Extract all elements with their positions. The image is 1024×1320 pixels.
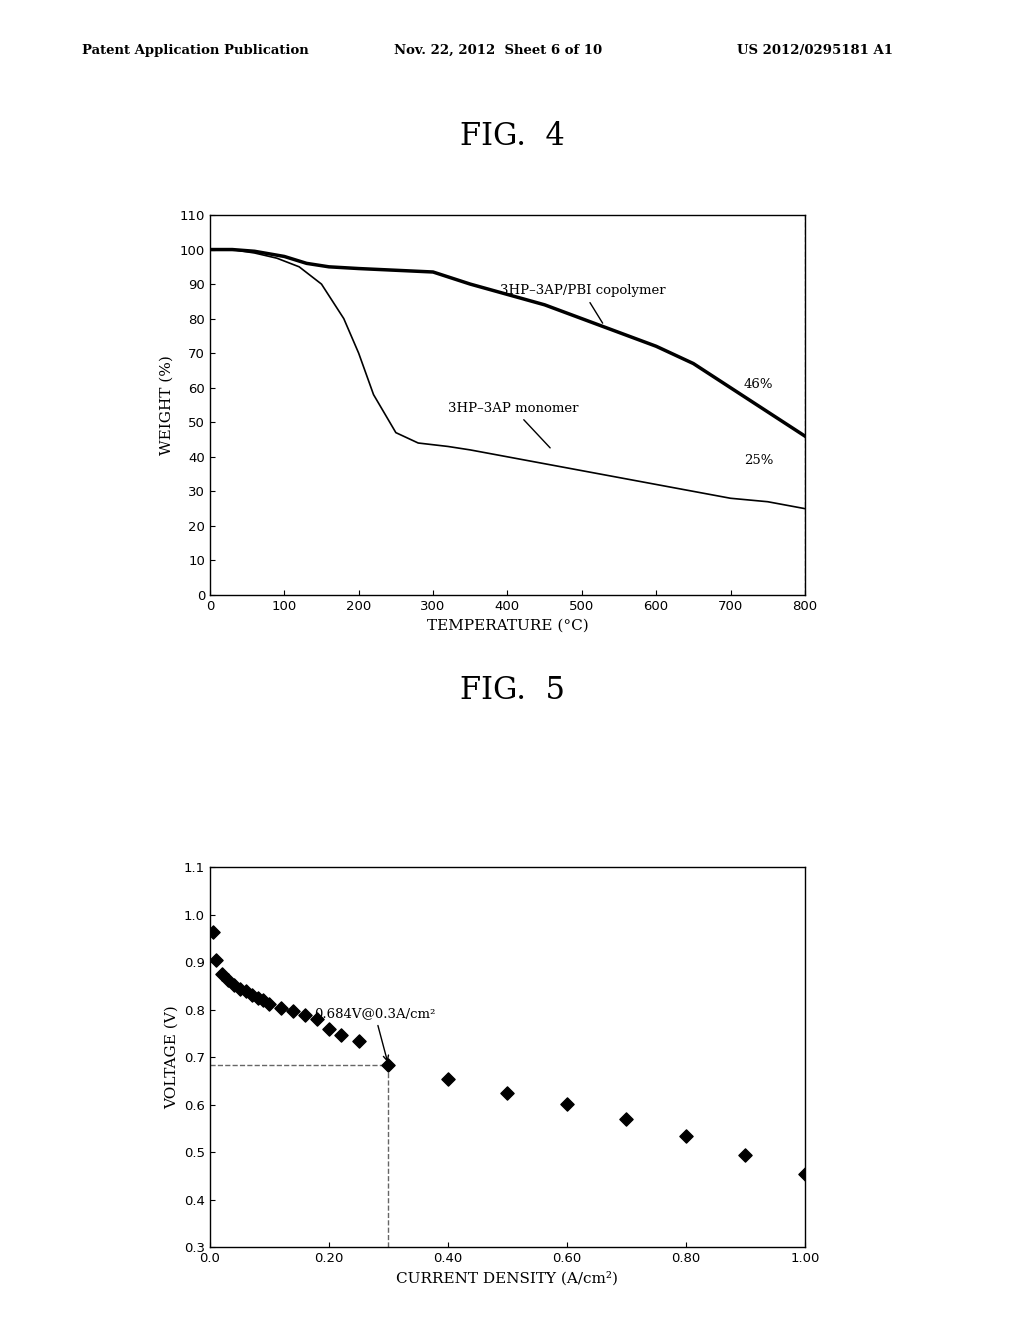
Point xyxy=(309,1008,326,1030)
Point xyxy=(249,987,265,1008)
Text: 3HP–3AP/PBI copolymer: 3HP–3AP/PBI copolymer xyxy=(500,284,666,323)
Point xyxy=(214,964,230,985)
Text: Patent Application Publication: Patent Application Publication xyxy=(82,44,308,57)
X-axis label: CURRENT DENSITY (A/cm²): CURRENT DENSITY (A/cm²) xyxy=(396,1271,618,1286)
Point xyxy=(618,1109,635,1130)
Point xyxy=(797,1163,813,1184)
Point xyxy=(208,949,224,970)
Point xyxy=(205,921,221,942)
Text: 46%: 46% xyxy=(743,378,773,391)
Text: US 2012/0295181 A1: US 2012/0295181 A1 xyxy=(737,44,893,57)
Point xyxy=(737,1144,754,1166)
Text: 3HP–3AP monomer: 3HP–3AP monomer xyxy=(447,401,579,447)
Point xyxy=(219,970,236,991)
Point xyxy=(261,993,278,1014)
Point xyxy=(321,1018,337,1039)
Point xyxy=(439,1068,456,1089)
Y-axis label: VOLTAGE (V): VOLTAGE (V) xyxy=(165,1006,178,1109)
Point xyxy=(380,1055,396,1076)
Point xyxy=(297,1005,313,1026)
Text: 0.684V@0.3A/cm²: 0.684V@0.3A/cm² xyxy=(314,1007,435,1061)
X-axis label: TEMPERATURE (°C): TEMPERATURE (°C) xyxy=(427,618,589,632)
Point xyxy=(225,974,242,995)
Y-axis label: WEIGHT (%): WEIGHT (%) xyxy=(160,355,174,455)
Point xyxy=(238,981,254,1002)
Point xyxy=(333,1024,349,1045)
Text: 25%: 25% xyxy=(743,454,773,467)
Point xyxy=(678,1125,694,1146)
Point xyxy=(273,997,290,1018)
Text: FIG.  5: FIG. 5 xyxy=(460,676,564,706)
Text: FIG.  4: FIG. 4 xyxy=(460,121,564,152)
Point xyxy=(244,985,260,1006)
Point xyxy=(500,1082,516,1104)
Point xyxy=(231,978,248,999)
Point xyxy=(285,1001,301,1022)
Point xyxy=(559,1093,575,1114)
Text: Nov. 22, 2012  Sheet 6 of 10: Nov. 22, 2012 Sheet 6 of 10 xyxy=(394,44,602,57)
Point xyxy=(255,990,271,1011)
Point xyxy=(350,1030,367,1051)
